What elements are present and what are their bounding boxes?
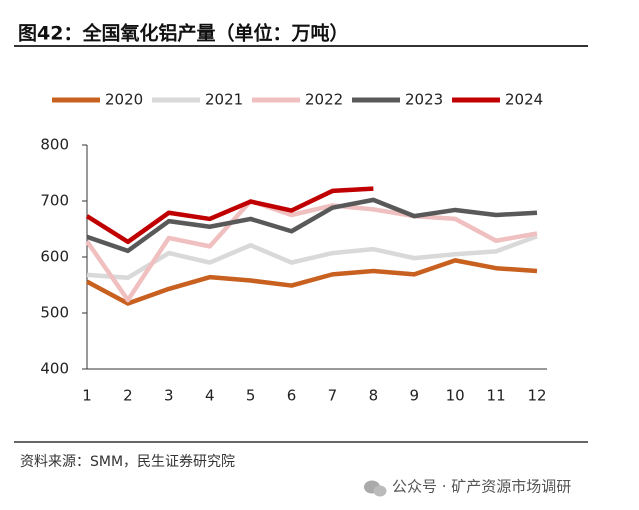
x-tick-label: 4 <box>205 387 215 405</box>
x-tick-label: 10 <box>446 387 465 405</box>
series-line <box>87 189 373 242</box>
chart: 图42：全国氧化铝产量（单位：万吨） 资料来源：SMM，民生证券研究院 公众号 … <box>0 0 639 510</box>
watermark: 公众号 · 矿产资源市场调研 <box>392 478 571 496</box>
x-tick-label: 12 <box>527 387 546 405</box>
source: 资料来源：SMM，民生证券研究院 <box>20 454 235 470</box>
x-tick-label: 2 <box>123 387 133 405</box>
x-tick-label: 6 <box>287 387 297 405</box>
legend-label: 2020 <box>105 91 143 109</box>
series-line <box>87 201 537 300</box>
x-tick-label: 5 <box>246 387 256 405</box>
chart-title: 图42：全国氧化铝产量（单位：万吨） <box>18 22 348 45</box>
x-tick-label: 7 <box>328 387 338 405</box>
x-tick-label: 8 <box>369 387 379 405</box>
legend-label: 2022 <box>305 91 343 109</box>
x-tick-label: 11 <box>487 387 506 405</box>
x-tick-label: 3 <box>164 387 174 405</box>
x-tick-label: 1 <box>82 387 92 405</box>
watermark-icon <box>364 481 387 497</box>
series-line <box>87 260 537 303</box>
y-tick-label: 700 <box>40 192 69 210</box>
x-tick-label: 9 <box>409 387 419 405</box>
y-tick-label: 400 <box>40 360 69 378</box>
y-tick-label: 500 <box>40 304 69 322</box>
legend-label: 2023 <box>405 91 443 109</box>
legend-label: 2024 <box>505 91 543 109</box>
y-tick-label: 800 <box>40 136 69 154</box>
y-tick-label: 600 <box>40 248 69 266</box>
legend-label: 2021 <box>205 91 243 109</box>
